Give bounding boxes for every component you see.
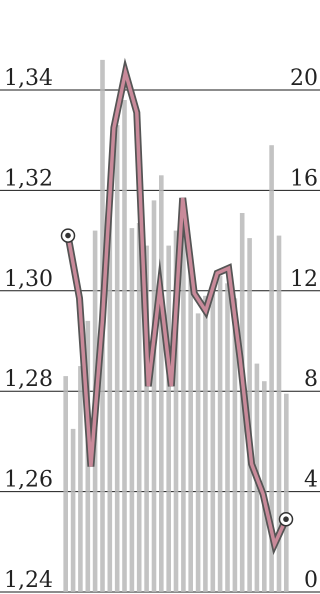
bar xyxy=(78,366,83,592)
endpoint-marker-dot xyxy=(65,232,71,239)
left-tick-label: 1,32 xyxy=(4,166,53,191)
left-tick-label: 1,34 xyxy=(4,66,53,91)
bar xyxy=(107,187,113,592)
bar xyxy=(262,381,267,592)
right-tick-label: 20 xyxy=(290,66,318,91)
bars xyxy=(63,59,289,593)
bar xyxy=(114,125,120,592)
line-series xyxy=(66,65,288,550)
left-tick-label: 1,24 xyxy=(4,568,53,593)
bar xyxy=(225,283,230,592)
right-tick-label: 8 xyxy=(304,367,318,392)
bar xyxy=(159,175,164,593)
bar xyxy=(284,393,289,592)
left-tick-label: 1,30 xyxy=(4,267,53,292)
right-tick-label: 16 xyxy=(290,166,318,191)
bar xyxy=(173,230,179,592)
left-tick-label: 1,26 xyxy=(4,468,53,493)
bar xyxy=(63,376,68,592)
bar xyxy=(144,245,149,592)
bar xyxy=(210,293,216,592)
bar xyxy=(129,228,135,592)
endpoint-marker-dot xyxy=(283,516,289,523)
right-tick-label: 0 xyxy=(304,568,318,593)
bar xyxy=(181,213,186,592)
right-axis-ticks: 0 4 8 12 16 20 xyxy=(290,66,318,593)
bar xyxy=(232,298,238,592)
bar xyxy=(276,235,282,592)
bar xyxy=(151,200,157,592)
bar xyxy=(203,295,208,592)
bar xyxy=(136,223,142,592)
bar xyxy=(122,100,127,592)
bar xyxy=(188,270,193,592)
bar xyxy=(70,428,76,592)
bar xyxy=(269,145,274,592)
left-axis-ticks: 1,24 1,26 1,28 1,30 1,32 1,34 xyxy=(4,66,53,593)
right-tick-label: 4 xyxy=(304,468,318,493)
bar xyxy=(217,275,223,592)
price-line xyxy=(60,57,294,556)
left-tick-label: 1,28 xyxy=(4,367,53,392)
right-tick-label: 12 xyxy=(290,267,318,292)
bar xyxy=(195,313,201,592)
bar xyxy=(166,245,171,592)
